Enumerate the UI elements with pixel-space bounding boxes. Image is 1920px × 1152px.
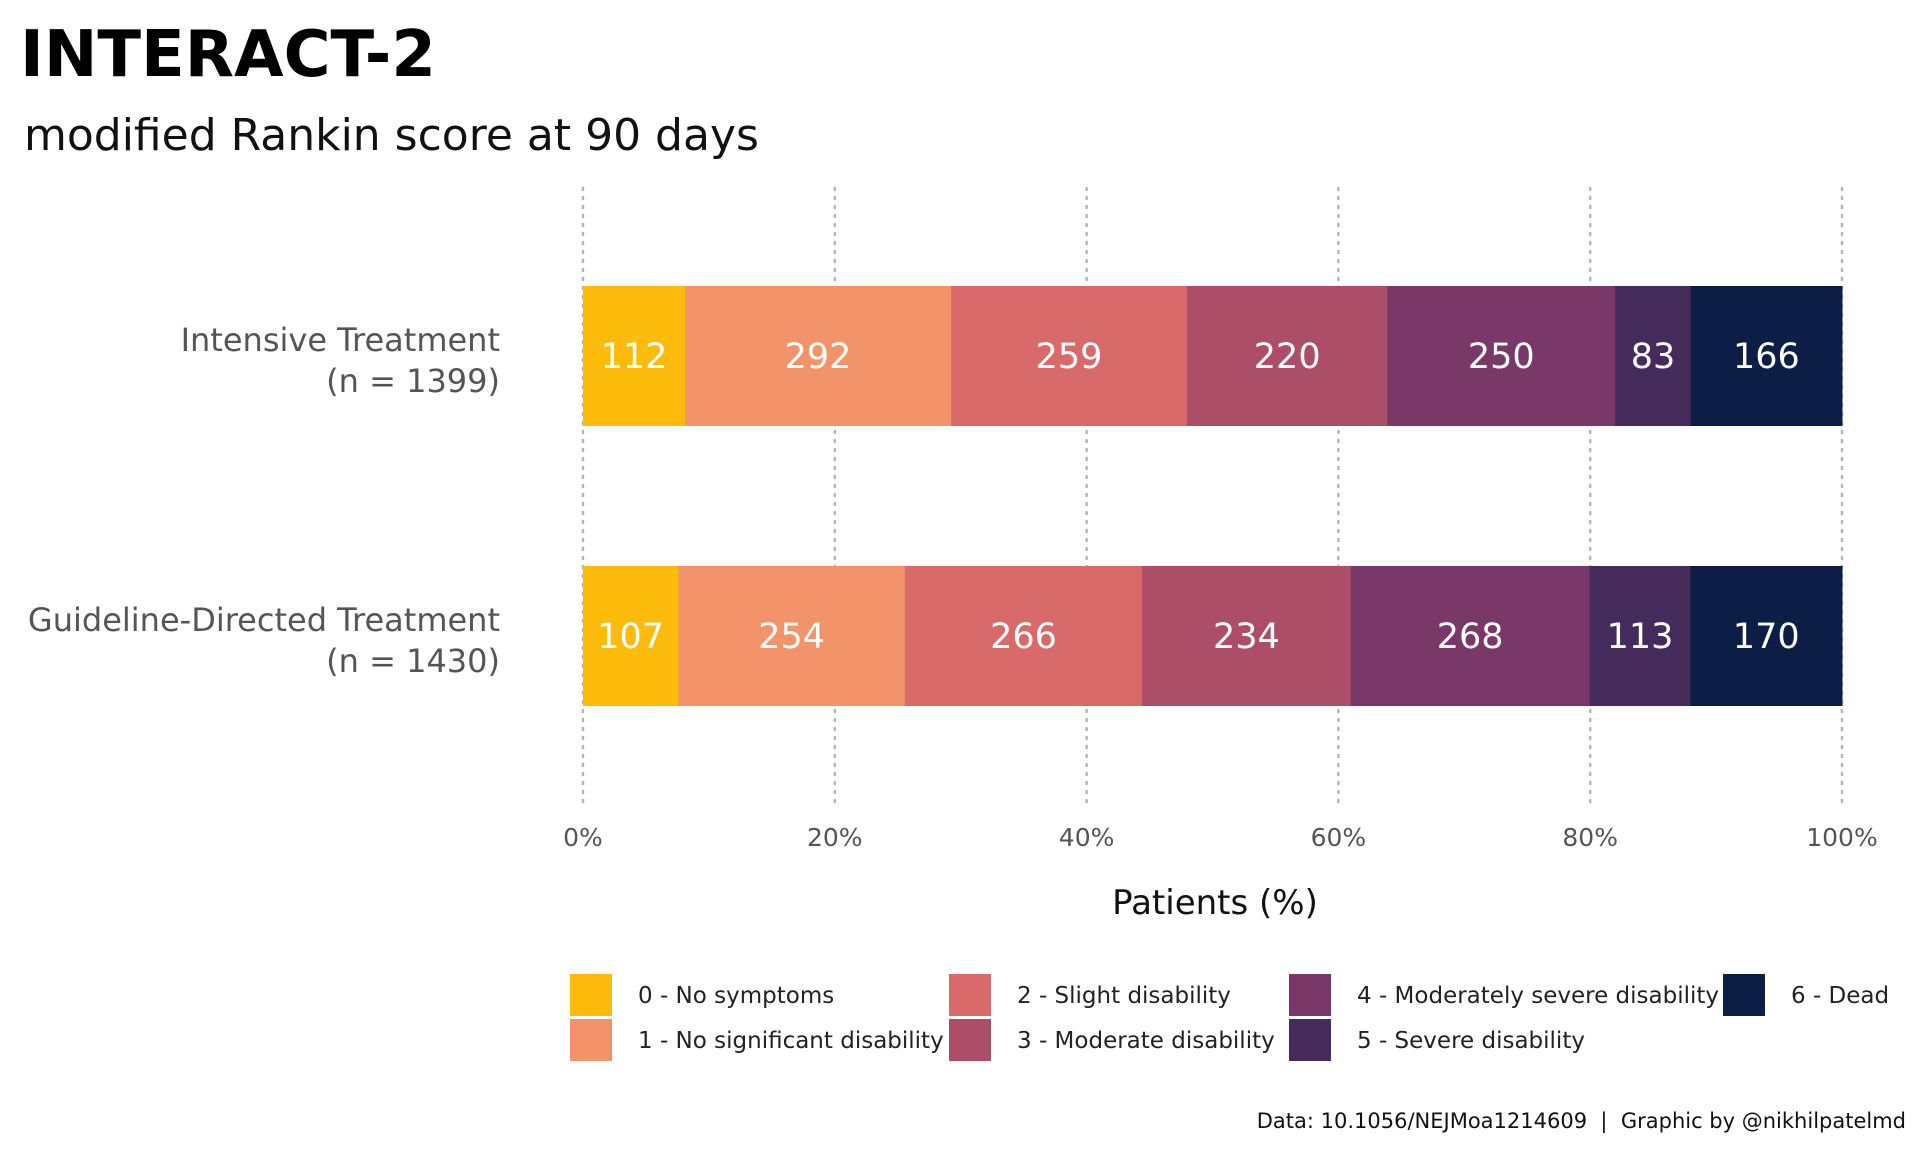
x-tick-label: 0%: [563, 823, 603, 852]
x-tick-label: 80%: [1562, 823, 1618, 852]
category-label: Intensive Treatment: [181, 321, 500, 359]
bar-value-label: 250: [1468, 337, 1535, 377]
bar-segment: [583, 286, 686, 426]
grid-layer: [581, 186, 1844, 810]
bar-value-label: 292: [785, 337, 852, 377]
legend-swatch: [570, 974, 612, 1016]
legend-swatch: [1723, 974, 1765, 1016]
bar-segment: [1186, 286, 1388, 426]
bar-value-label: 234: [1213, 617, 1280, 657]
bar-segment: [1142, 566, 1352, 706]
legend-label: 1 - No significant disability: [638, 1028, 944, 1054]
legend-label: 2 - Slight disability: [1017, 983, 1231, 1009]
bar-segment: [904, 566, 1143, 706]
legend-label: 0 - No symptoms: [638, 983, 834, 1009]
category-count-label: (n = 1430): [326, 642, 500, 680]
bar-segment: [583, 566, 679, 706]
bar-value-label: 113: [1607, 617, 1674, 657]
bar-value-label: 107: [597, 617, 664, 657]
bar-value-label: 170: [1733, 617, 1800, 657]
bar-value-label: 83: [1631, 337, 1676, 377]
bar-segment: [951, 286, 1188, 426]
bar-value-label: 266: [990, 617, 1057, 657]
legend-swatch: [570, 1019, 612, 1061]
legend-label: 4 - Moderately severe disability: [1357, 983, 1719, 1009]
x-tick-label: 100%: [1806, 823, 1877, 852]
bars-layer: 112 292 259 220 250 83 166 107 254 266 234 268 113 17…: [583, 286, 1843, 706]
x-axis-title: Patients (%): [1112, 883, 1318, 923]
x-tick-label: 20%: [807, 823, 863, 852]
legend-label: 6 - Dead: [1791, 983, 1889, 1009]
category-labels: Intensive Treatment(n = 1399) Guideline-D…: [28, 321, 500, 680]
legend-swatch: [949, 1019, 991, 1061]
x-axis-ticks: 0% 20% 40% 60% 80% 100%: [563, 823, 1878, 852]
bar-segment: [1690, 286, 1843, 426]
bar-value-label: 259: [1036, 337, 1103, 377]
bar-segment: [1690, 566, 1843, 706]
legend-swatch: [1289, 974, 1331, 1016]
legend-swatch: [1289, 1019, 1331, 1061]
category-label: Guideline-Directed Treatment: [28, 601, 500, 639]
bar-segment: [685, 286, 952, 426]
x-tick-label: 40%: [1059, 823, 1115, 852]
chart-title: INTERACT-2: [20, 18, 436, 92]
chart-subtitle: modified Rankin score at 90 days: [24, 110, 759, 161]
bar-value-label: 112: [601, 337, 668, 377]
bar-segment: [678, 566, 906, 706]
legend-label: 5 - Severe disability: [1357, 1028, 1585, 1054]
bar-segment: [1387, 286, 1616, 426]
bar-segment: [1589, 566, 1691, 706]
legend-swatch: [949, 974, 991, 1016]
legend: 0 - No symptoms 1 - No significant disabi…: [570, 974, 1889, 1061]
chart-caption: Data: 10.1056/NEJMoa1214609 | Graphic by…: [1257, 1109, 1906, 1134]
bar-value-label: 166: [1733, 337, 1800, 377]
x-tick-label: 60%: [1311, 823, 1367, 852]
bar-value-label: 254: [758, 617, 825, 657]
bar-segment: [1350, 566, 1591, 706]
bar-segment: [1615, 286, 1692, 426]
category-count-label: (n = 1399): [326, 362, 500, 400]
bar-value-label: 268: [1437, 617, 1504, 657]
bar-value-label: 220: [1254, 337, 1321, 377]
legend-label: 3 - Moderate disability: [1017, 1028, 1275, 1054]
